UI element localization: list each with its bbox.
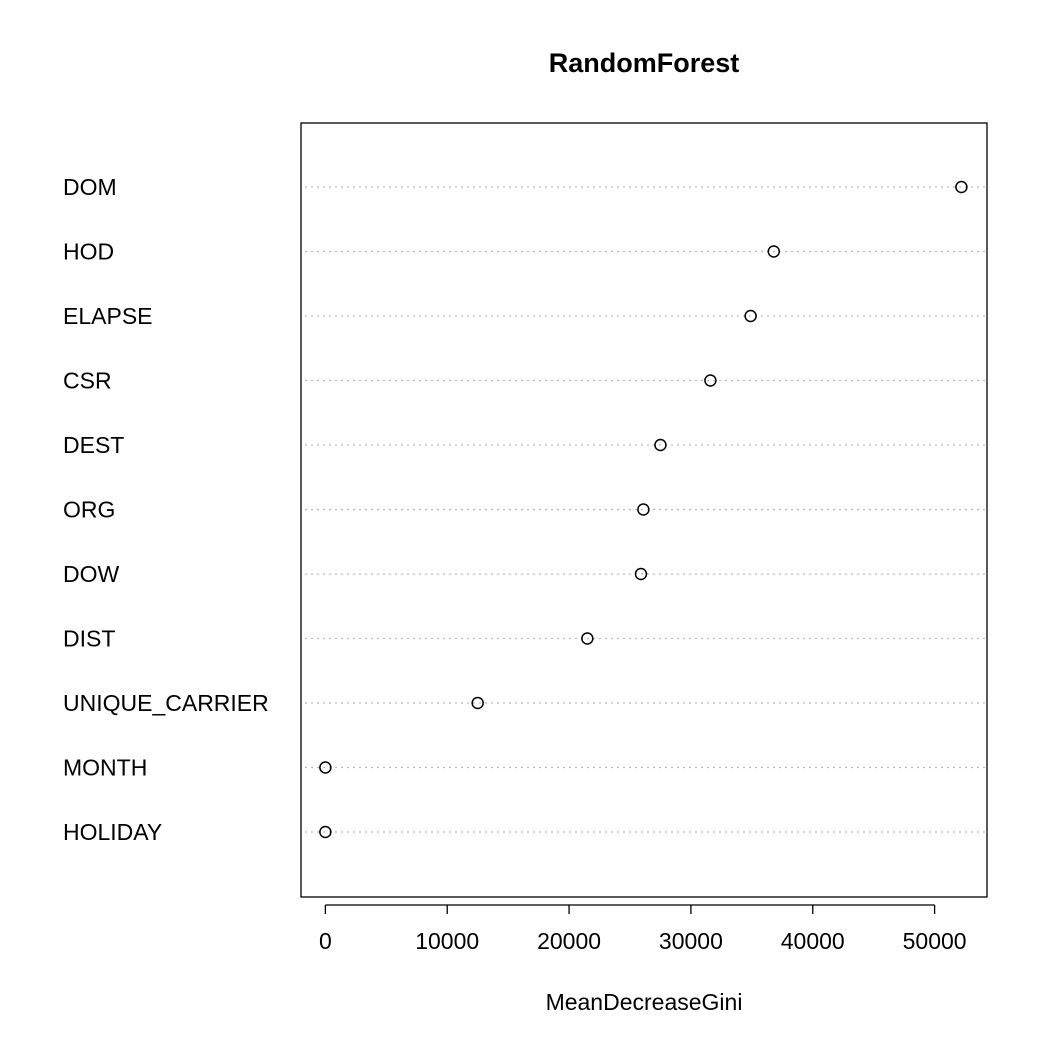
x-tick-label: 20000 (537, 928, 601, 954)
data-point (637, 503, 650, 516)
data-point (767, 245, 781, 258)
category-label: HOLIDAY (63, 819, 162, 845)
x-axis: 0 10000 20000 30000 40000 50000 (319, 904, 967, 954)
x-tick-label: 0 (319, 928, 332, 954)
data-point (319, 825, 332, 839)
data-point (581, 632, 594, 645)
x-tick-label: 50000 (903, 928, 967, 954)
category-label: MONTH (63, 755, 147, 781)
data-point (319, 761, 332, 774)
category-label: DOM (63, 174, 117, 200)
chart-title: RandomForest (549, 48, 740, 78)
gridlines (305, 186, 985, 833)
category-label: DEST (63, 432, 124, 458)
category-label: HOD (63, 239, 114, 265)
data-point (955, 180, 968, 194)
category-label: ORG (63, 497, 115, 523)
category-label: DIST (63, 626, 115, 652)
x-axis-label: MeanDecreaseGini (546, 989, 743, 1015)
x-tick-label: 30000 (659, 928, 723, 954)
category-label: CSR (63, 368, 112, 394)
category-label: ELAPSE (63, 303, 153, 329)
data-point (654, 438, 667, 452)
plot-frame (300, 122, 988, 898)
data-point (744, 309, 757, 323)
category-label: UNIQUE_CARRIER (63, 690, 269, 716)
category-label: DOW (63, 561, 120, 587)
x-tick-label: 40000 (781, 928, 845, 954)
category-labels: DOM HOD ELAPSE CSR DEST ORG DOW DIST UNIQUE_CARR… (63, 174, 269, 845)
data-point (471, 696, 484, 710)
data-point (634, 567, 648, 581)
data-point (704, 374, 717, 387)
data-points (319, 180, 968, 839)
x-tick-label: 10000 (415, 928, 479, 954)
